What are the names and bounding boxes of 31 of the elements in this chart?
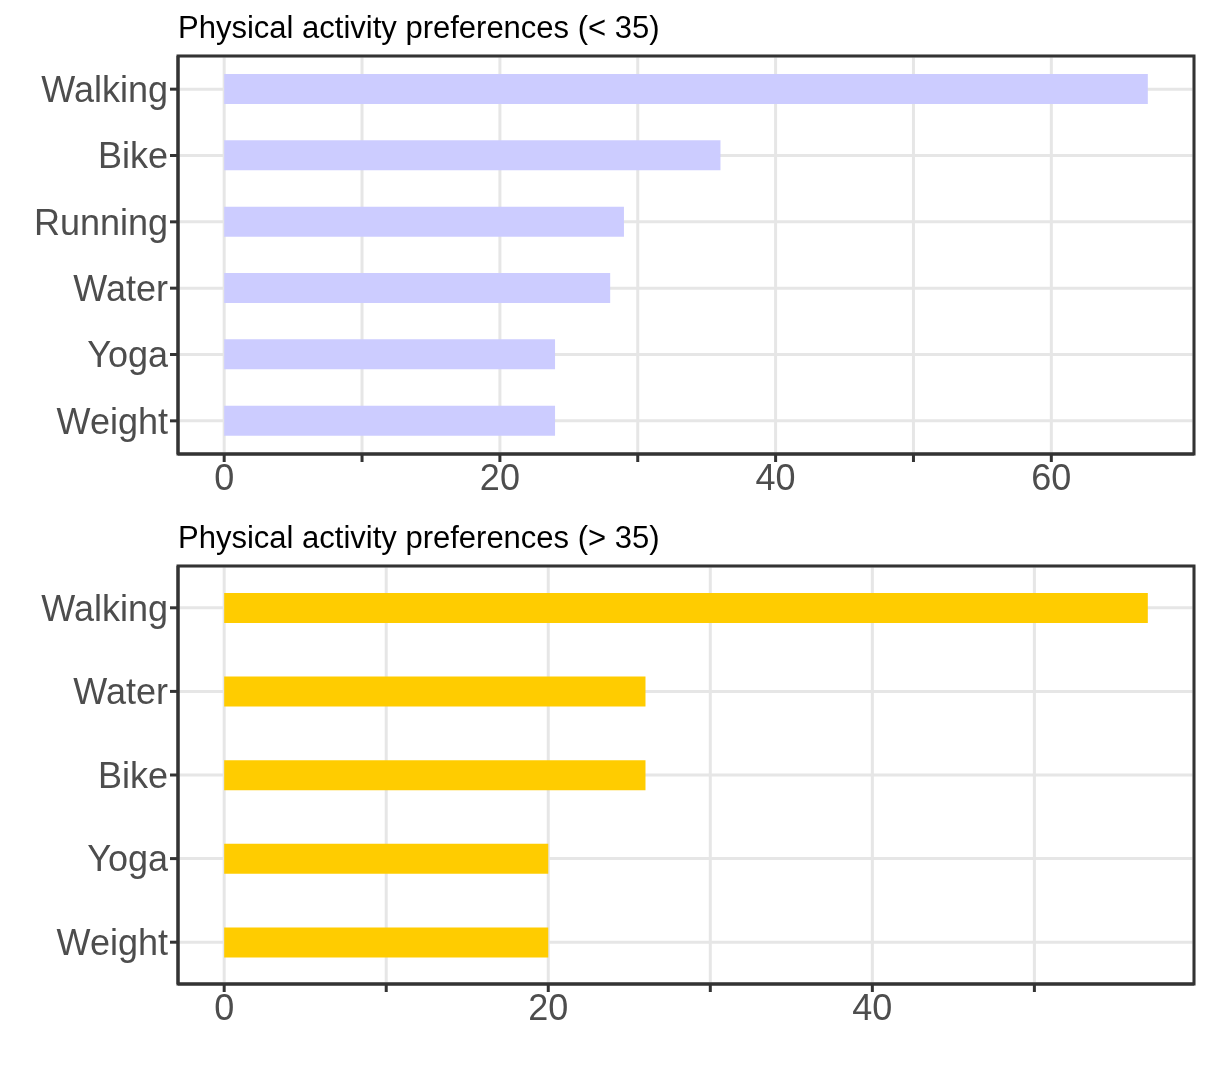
y-tick-label: Running [33, 201, 168, 243]
chart-title: Physical activity preferences (< 35) [177, 9, 661, 47]
x-tick-label: 20 [528, 986, 569, 1028]
y-tick-label: Weight [56, 921, 168, 963]
bar [224, 927, 549, 958]
y-tick-label: Bike [97, 135, 168, 177]
x-tick-label: 20 [479, 456, 520, 498]
y-tick-label: Walking [41, 587, 168, 629]
y-tick-label: Yoga [87, 334, 169, 376]
chart-title: Physical activity preferences (> 35) [177, 519, 661, 557]
y-tick-label: Walking [41, 68, 168, 110]
bar [224, 405, 556, 436]
x-tick-label: 40 [755, 456, 796, 498]
y-tick-label: Water [73, 267, 168, 309]
y-tick-label: Water [73, 671, 168, 713]
bar [224, 676, 646, 707]
y-tick-label: Yoga [87, 838, 169, 880]
bar [224, 843, 549, 874]
bar [224, 760, 646, 791]
x-tick-label: 40 [852, 986, 893, 1028]
bar [224, 593, 1148, 623]
bar [224, 339, 556, 370]
y-tick-label: Weight [56, 400, 168, 442]
x-tick-label: 60 [1031, 456, 1072, 498]
bar [224, 74, 1148, 104]
bar [224, 140, 721, 171]
bar [224, 273, 611, 303]
x-tick-label: 0 [214, 456, 235, 498]
bar [224, 206, 624, 237]
y-tick-label: Bike [97, 754, 168, 796]
x-tick-label: 0 [214, 986, 235, 1028]
